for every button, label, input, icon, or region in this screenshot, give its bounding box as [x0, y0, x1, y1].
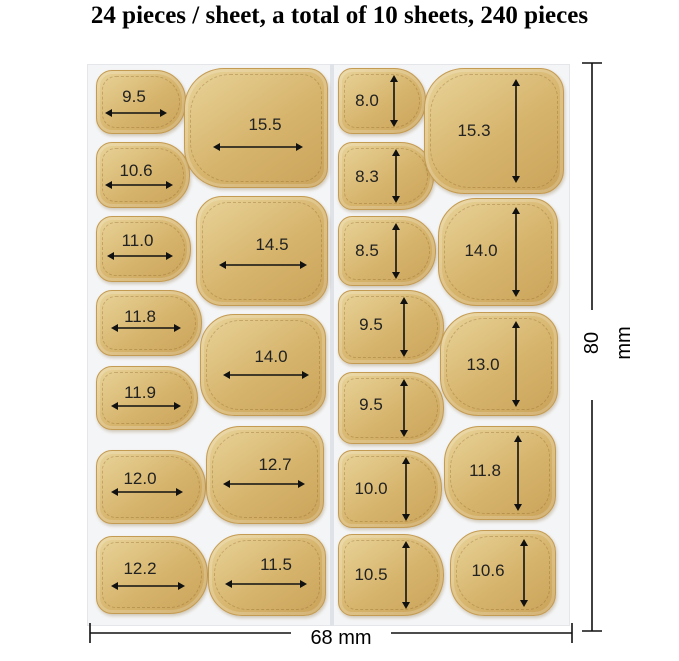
height-arrow — [400, 297, 408, 357]
width-arrow — [111, 324, 181, 332]
width-arrow — [111, 582, 185, 590]
tip-size-label: 12.2 — [123, 559, 157, 578]
nail-tip: 10.6 — [96, 142, 190, 208]
tip-size-label: 8.3 — [355, 167, 379, 186]
nail-tip: 10.6 — [450, 530, 556, 616]
width-arrow — [111, 402, 181, 410]
tip-size-label: 14.0 — [254, 347, 288, 366]
height-arrow — [512, 321, 520, 407]
height-arrow — [512, 79, 520, 183]
tip-size-label: 12.0 — [123, 469, 157, 488]
width-arrow — [219, 261, 307, 269]
height-arrow — [400, 379, 408, 437]
width-arrow — [107, 252, 173, 260]
width-arrow — [223, 371, 309, 379]
tip-size-label: 14.0 — [464, 241, 498, 260]
nail-tip: 11.5 — [208, 534, 326, 616]
width-arrow — [225, 580, 307, 588]
tip-size-label: 15.3 — [457, 121, 491, 140]
height-arrow — [392, 223, 400, 279]
tip-size-label: 9.5 — [359, 395, 383, 414]
tip-size-label: 8.5 — [355, 241, 379, 260]
nail-tip: 14.0 — [200, 314, 326, 416]
width-dimension-label: 68 mm — [291, 627, 391, 650]
nail-tip: 13.0 — [440, 312, 558, 416]
tip-size-label: 11.8 — [124, 307, 156, 326]
width-arrow — [105, 181, 173, 189]
nail-tip: 15.5 — [184, 68, 328, 188]
nail-tip: 11.9 — [96, 366, 198, 430]
nail-tip: 9.5 — [338, 290, 444, 364]
height-arrow — [392, 149, 400, 203]
width-arrow — [111, 488, 183, 496]
width-arrow — [105, 109, 167, 117]
nail-tip: 14.5 — [196, 196, 328, 306]
height-arrow — [390, 75, 398, 127]
nail-tip: 9.5 — [338, 372, 444, 444]
nail-tip: 12.7 — [206, 426, 324, 524]
tip-size-label: 11.9 — [124, 383, 156, 402]
nail-tip: 12.0 — [96, 450, 206, 524]
nail-tip: 14.0 — [438, 198, 558, 306]
height-arrow — [512, 207, 520, 297]
tip-size-label: 10.5 — [354, 565, 388, 584]
nail-tip: 10.5 — [338, 534, 444, 616]
tip-size-label: 13.0 — [466, 355, 500, 374]
height-arrow — [402, 457, 410, 521]
tip-size-label: 9.5 — [122, 87, 146, 106]
width-dimension-line — [89, 623, 573, 643]
height-arrow — [520, 539, 528, 607]
height-arrow — [402, 541, 410, 609]
width-arrow — [223, 480, 305, 488]
tip-size-label: 14.5 — [255, 235, 289, 254]
nail-tip: 8.3 — [338, 142, 434, 210]
nail-tip: 8.5 — [338, 216, 436, 286]
nail-tip: 9.5 — [96, 70, 186, 134]
nail-tip: 11.8 — [96, 290, 202, 356]
nail-tip: 11.0 — [96, 216, 191, 282]
height-arrow — [514, 435, 522, 511]
sheet-divider — [330, 64, 334, 626]
tip-size-label: 9.5 — [359, 315, 383, 334]
tip-size-label: 10.6 — [119, 161, 153, 180]
height-dimension-line — [582, 62, 602, 632]
tip-size-label: 8.0 — [355, 91, 379, 110]
nail-tip: 15.3 — [424, 68, 564, 194]
tip-size-label: 10.0 — [354, 479, 388, 498]
headline: 24 pieces / sheet, a total of 10 sheets,… — [90, 2, 589, 29]
nail-tip: 10.0 — [338, 450, 442, 528]
tip-size-label: 15.5 — [248, 115, 282, 134]
tip-size-label: 12.7 — [258, 455, 292, 474]
tip-size-label: 10.6 — [471, 561, 505, 580]
height-dimension-label: 80 mm — [581, 326, 635, 360]
width-arrow — [213, 143, 303, 151]
tip-size-label: 11.8 — [469, 461, 501, 480]
nail-tip: 8.0 — [338, 68, 426, 134]
tip-size-label: 11.5 — [260, 555, 292, 574]
nail-tip: 12.2 — [96, 536, 208, 614]
tip-size-label: 11.0 — [121, 231, 154, 250]
nail-tip: 11.8 — [444, 426, 556, 520]
